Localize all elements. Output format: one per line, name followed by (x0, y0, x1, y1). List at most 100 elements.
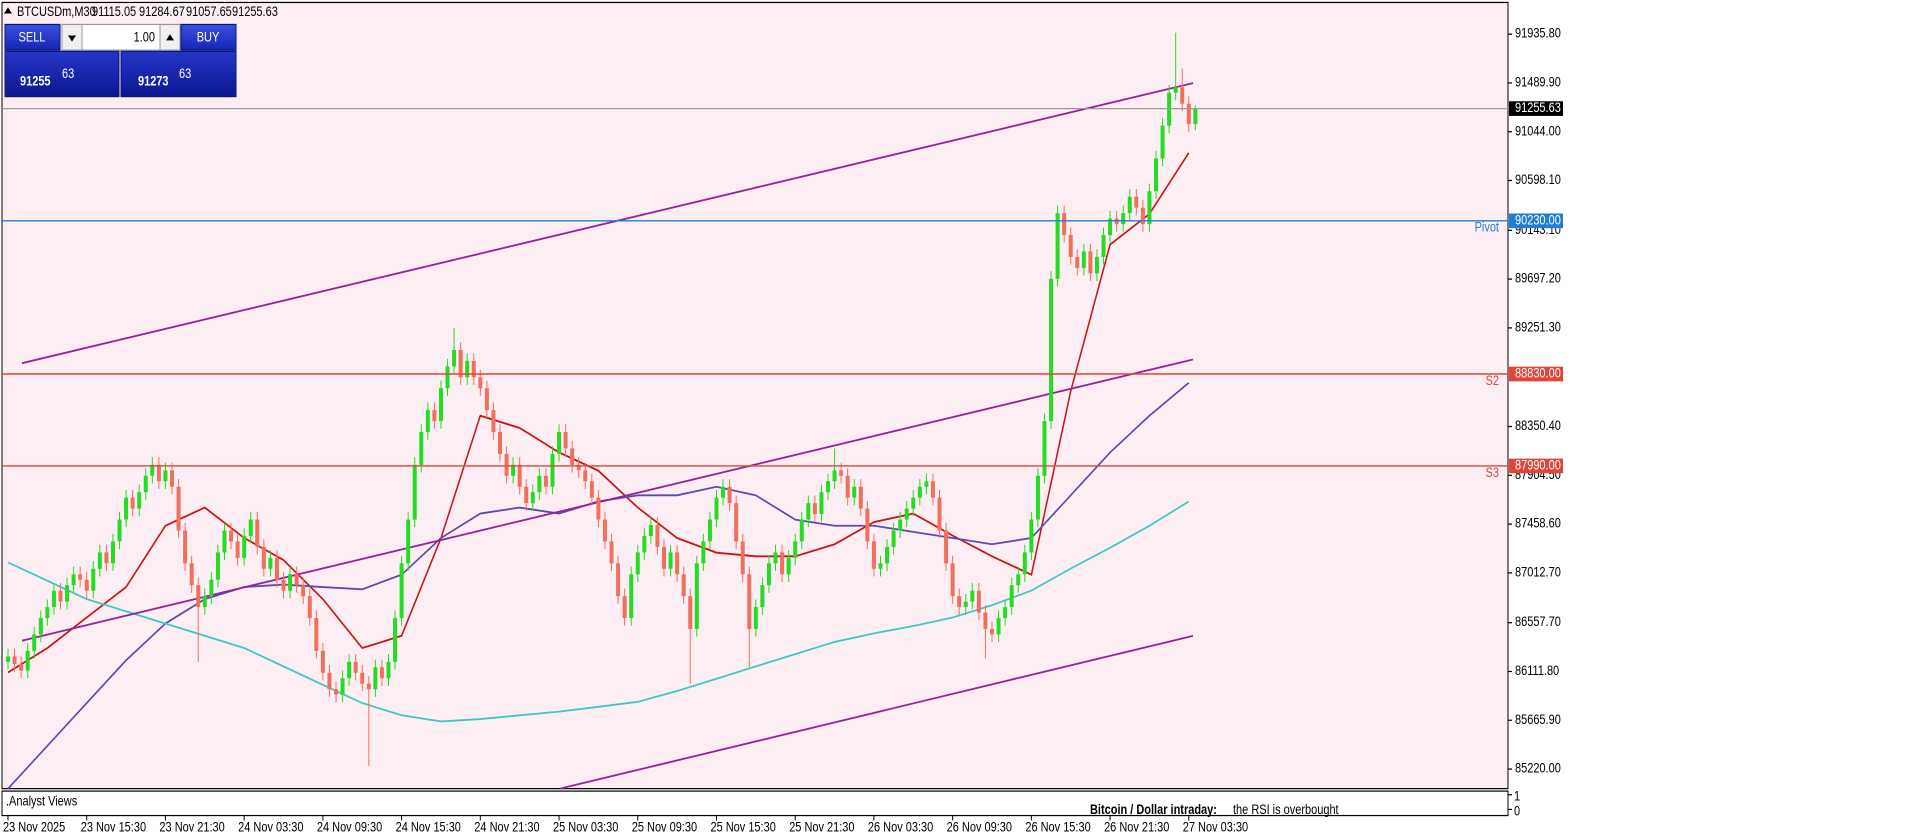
dropdown-arrow (68, 35, 76, 42)
candle-body (707, 519, 712, 542)
collapse-icon[interactable] (4, 7, 12, 14)
candle-body (117, 519, 122, 542)
candle-body (1140, 207, 1145, 225)
candle-body (740, 541, 745, 575)
overlay-layer: BTCUSDm,M30 91115.05 91284.67 91057.65 9… (4, 4, 1563, 817)
x-tick-label: 24 Nov 15:30 (396, 819, 461, 834)
buy-button[interactable] (180, 23, 237, 51)
level-price-box (1509, 366, 1563, 382)
trendline (21, 82, 1194, 365)
candle-body (701, 541, 706, 564)
candle-body (766, 563, 771, 586)
candle-body (530, 492, 535, 504)
candle-body (819, 492, 824, 515)
candle-body (609, 541, 614, 564)
candle-body (484, 388, 489, 411)
candle-body (327, 672, 332, 690)
candle-body (648, 525, 653, 536)
chart-area (1, 1, 1509, 790)
candle-body (1127, 196, 1132, 214)
candle-body (812, 503, 817, 515)
buy-label: BUY (197, 29, 220, 44)
candle-body (937, 497, 942, 531)
candle-body (170, 470, 174, 487)
candle-body (353, 661, 358, 673)
x-tick-label: 26 Nov 21:30 (1104, 819, 1169, 834)
candle-body (465, 360, 470, 378)
last-price-label: 91255.63 (1515, 100, 1561, 115)
candle-body (1186, 103, 1191, 124)
candle-body (314, 618, 319, 651)
candle-body (557, 432, 562, 454)
candle-body (124, 497, 129, 520)
candle-body (773, 552, 778, 564)
candle-body (360, 672, 365, 684)
candle-body (517, 464, 522, 487)
candle-body (347, 661, 352, 679)
candle-body (242, 535, 247, 558)
candle-body (32, 634, 37, 651)
candle-body (655, 525, 660, 547)
x-tick-label: 27 Nov 03:30 (1183, 819, 1248, 834)
candle-body (196, 585, 201, 608)
level-price-box (1509, 213, 1563, 229)
candle-body (1022, 552, 1027, 575)
x-tick-label: 26 Nov 09:30 (947, 819, 1012, 834)
sell-button[interactable] (4, 23, 61, 51)
candle-body (471, 360, 476, 378)
candle-body (183, 530, 188, 564)
indicator-title: .Analyst Views (6, 794, 77, 809)
candle-body (760, 585, 765, 608)
trendline (559, 634, 1194, 790)
y-tick-label: 86557.70 (1515, 614, 1561, 629)
candle-body (156, 464, 161, 482)
plot-layer: 91935.8091489.9091044.0090598.1090143.10… (2, 26, 1561, 835)
candle-body (668, 552, 673, 569)
candle-body (1193, 108, 1198, 124)
candle-body (524, 486, 529, 504)
level-price-label: 90230.00 (1515, 212, 1561, 227)
candle-body (143, 475, 148, 493)
y-tick-label: 91489.90 (1515, 74, 1561, 89)
candle-body (576, 464, 581, 471)
buy-price-pips: 63 (179, 66, 191, 81)
candle-body (110, 541, 115, 564)
candle-body (911, 497, 916, 509)
y-tick-label: 91044.00 (1515, 123, 1561, 138)
candle-body (917, 486, 922, 498)
level-name: S3 (1486, 465, 1500, 480)
candle-body (793, 541, 798, 558)
candle-body (826, 481, 830, 493)
candle-body (491, 410, 496, 433)
candle-body (747, 574, 752, 629)
candle-body (1154, 158, 1158, 192)
candle-body (84, 579, 89, 591)
indicator-tick-label: 0 (1514, 803, 1520, 818)
y-tick-label: 85220.00 (1515, 761, 1561, 776)
candle-body (1029, 519, 1034, 553)
candle-body (419, 432, 424, 465)
level-price-box (1509, 458, 1563, 474)
candle-body (1147, 191, 1152, 225)
sell-price-box[interactable] (4, 50, 120, 98)
x-tick-label: 25 Nov 21:30 (789, 819, 854, 834)
x-tick-label: 26 Nov 03:30 (868, 819, 933, 834)
candle-body (1062, 213, 1067, 236)
candle-body (334, 689, 338, 695)
x-tick-label: 25 Nov 09:30 (632, 819, 697, 834)
quote-close: 91255.63 (232, 4, 278, 19)
candle-body (340, 678, 345, 695)
candle-body (399, 563, 404, 619)
candle-body (38, 618, 43, 635)
candle-body (248, 519, 253, 536)
level-price-label: 88830.00 (1515, 366, 1561, 381)
candle-body (930, 481, 935, 498)
candle-body (537, 475, 542, 493)
candle-body (629, 574, 634, 619)
volume-input[interactable] (81, 23, 161, 51)
buy-price-box[interactable] (120, 50, 237, 98)
x-tick-label: 24 Nov 03:30 (238, 819, 303, 834)
candle-body (878, 563, 883, 569)
